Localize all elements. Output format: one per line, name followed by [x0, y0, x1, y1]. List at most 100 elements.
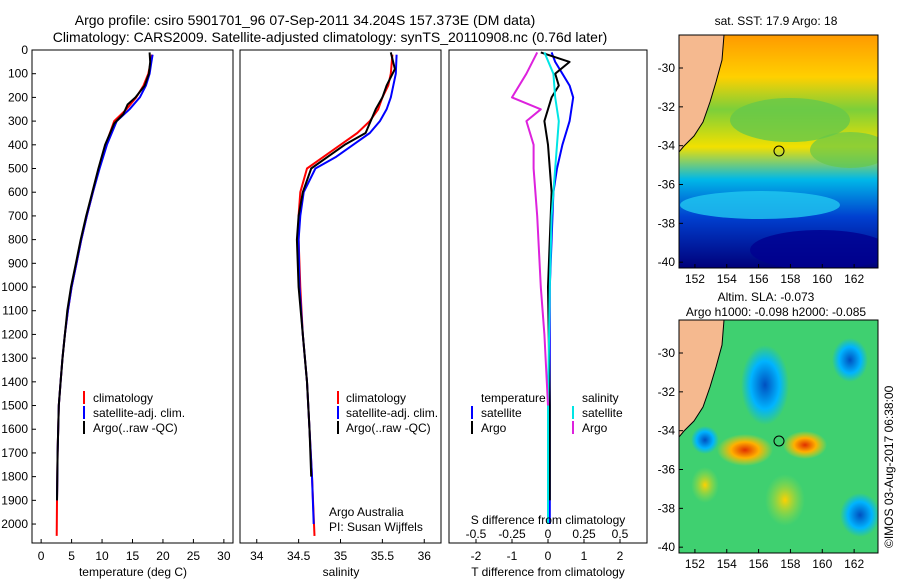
series-line-salinity-argo [511, 51, 549, 406]
series-line-satellite-adj-clim- [297, 54, 398, 525]
series-line-salinity-satellite [543, 52, 560, 524]
depth-tick-label: 700 [8, 209, 28, 223]
series-line-argo-raw-qc- [56, 52, 152, 501]
sst-map-title: sat. SST: 17.9 Argo: 18 [715, 14, 838, 28]
legend-title-temperature: temperature [481, 391, 546, 405]
depth-tick-label: 0 [21, 43, 28, 57]
map-y-tick-label: -38 [658, 216, 676, 230]
legend-label-argo: Argo(..raw -QC) [346, 421, 431, 435]
x-tick-label: 34 [250, 549, 264, 563]
panel-temperature: 0100200300400500600700800900100011001200… [1, 43, 234, 579]
legend-label-argo: Argo(..raw -QC) [93, 421, 178, 435]
x-tick-label: -1 [507, 549, 518, 563]
depth-tick-label: 1000 [1, 280, 28, 294]
annotation-pi: PI: Susan Wijffels [329, 520, 423, 534]
salinity-legend: climatology satellite-adj. clim. Argo(..… [337, 391, 438, 435]
depth-tick-label: 1800 [1, 470, 28, 484]
temperature-xticks: 0 5 10 15 20 25 30 [38, 539, 231, 563]
depth-tick-label: 200 [8, 90, 28, 104]
map-x-tick-label: 160 [812, 557, 832, 571]
x-tick-label: 35.5 [371, 549, 395, 563]
x-tick-label: 10 [95, 549, 109, 563]
sst-map-frame [678, 34, 879, 269]
temperature-xlabel: temperature (deg C) [79, 565, 187, 579]
x-tick-label: 2 [617, 549, 624, 563]
sla-blue-eddy [840, 493, 878, 537]
depth-tick-label: 300 [8, 114, 28, 128]
sla-argo-position [773, 435, 785, 447]
legend-label-t-argo: Argo [481, 421, 507, 435]
sst-darkblue-patch [750, 230, 878, 268]
salinity-frame [239, 49, 442, 544]
map-y-tick-label: -36 [658, 178, 676, 192]
sst-cyan-patch [680, 191, 840, 219]
map-x-tick-label: 156 [749, 272, 769, 286]
difference-xticks: -2 -1 0 1 2 [471, 539, 624, 563]
sla-map-ticks: 152 154 156 158 160 162 -30 -32 -34 -36 -38 -40 [658, 346, 865, 571]
map-y-tick-label: -30 [658, 346, 676, 360]
depth-tick-label: 400 [8, 138, 28, 152]
x-tick-label: 30 [217, 549, 231, 563]
depth-ticks: 0 100 200 300 400 500 600 700 800 900 1000 1100 1200… [1, 43, 36, 531]
x-tick-label: 15 [126, 549, 140, 563]
x-tick-label: 20 [156, 549, 170, 563]
depth-tick-label: 600 [8, 185, 28, 199]
s-diff-tick-label: 0.5 [612, 527, 629, 541]
series-line-argo-raw-qc- [295, 52, 396, 477]
salinity-xticks: 34 34.5 35 35.5 36 [250, 539, 431, 563]
temperature-series [55, 52, 154, 536]
depth-tick-label: 900 [8, 256, 28, 270]
map-y-tick-label: -36 [658, 463, 676, 477]
depth-tick-label: 1300 [1, 351, 28, 365]
depth-tick-label: 1200 [1, 327, 28, 341]
sst-green-patch [810, 132, 878, 168]
depth-tick-label: 800 [8, 233, 28, 247]
panel-salinity: 34 34.5 35 35.5 36 climatology satellite-adj… [239, 49, 442, 579]
series-line-temperature-satellite [548, 52, 575, 524]
map-x-tick-label: 152 [685, 557, 705, 571]
legend-label-climatology: climatology [93, 391, 153, 405]
sla-red-eddy [783, 431, 827, 459]
sla-blue-eddy [691, 426, 719, 454]
map-x-tick-label: 158 [780, 272, 800, 286]
temperature-legend: climatology satellite-adj. clim. Argo(..… [83, 391, 185, 435]
map-y-tick-label: -34 [658, 139, 676, 153]
legend-label-s-argo: Argo [582, 421, 608, 435]
difference-xlabel: T difference from climatology [471, 565, 625, 579]
map-y-tick-label: -40 [658, 255, 676, 269]
depth-tick-label: 100 [8, 67, 28, 81]
map-y-tick-label: -34 [658, 424, 676, 438]
map-x-tick-label: 162 [844, 557, 864, 571]
s-diff-tick-label: 0.25 [572, 527, 596, 541]
sst-land [679, 35, 725, 153]
difference-series [511, 51, 575, 524]
sla-map-title-line2: Argo h1000: -0.098 h2000: -0.085 [686, 305, 866, 319]
map-x-tick-label: 158 [780, 557, 800, 571]
map-sla: Altim. SLA: -0.073 Argo h1000: -0.098 h2… [658, 290, 879, 571]
map-y-tick-label: -30 [658, 61, 676, 75]
x-tick-label: 25 [187, 549, 201, 563]
difference-xlabel-top: S difference from climatology [471, 513, 626, 527]
sla-red-eddy [717, 434, 773, 466]
title-line1: Argo profile: csiro 5901701_96 07-Sep-20… [75, 12, 536, 28]
legend-label-s-satellite: satellite [582, 406, 623, 420]
legend-label-climatology: climatology [346, 391, 406, 405]
s-diff-tick-label: -0.25 [498, 527, 526, 541]
salinity-xlabel: salinity [323, 565, 360, 579]
depth-tick-label: 1400 [1, 375, 28, 389]
sla-blue-eddy [741, 345, 789, 425]
sst-map-ticks: 152 154 156 158 160 162 -30 -32 -34 -36 -38 -40 [658, 61, 865, 286]
annotation-argo-australia: Argo Australia [329, 505, 404, 519]
map-x-tick-label: 156 [749, 557, 769, 571]
x-tick-label: 0 [38, 549, 45, 563]
map-x-tick-label: 162 [844, 272, 864, 286]
sla-land [679, 320, 725, 438]
footer-credit: ©IMOS 03-Aug-2017 06:38:00 [882, 385, 896, 548]
map-y-tick-label: -32 [658, 100, 676, 114]
map-x-tick-label: 152 [685, 272, 705, 286]
salinity-series [295, 52, 398, 536]
legend-label-satellite: satellite-adj. clim. [93, 406, 185, 420]
depth-tick-label: 500 [8, 162, 28, 176]
x-tick-label: 0 [545, 549, 552, 563]
